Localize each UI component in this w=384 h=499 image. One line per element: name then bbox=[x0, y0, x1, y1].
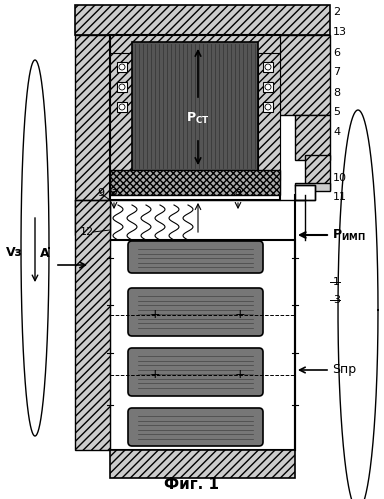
Text: 5: 5 bbox=[333, 107, 340, 117]
Bar bbox=[305, 155, 330, 190]
Text: 13: 13 bbox=[333, 27, 347, 37]
Bar bbox=[110, 170, 280, 195]
Text: 8: 8 bbox=[333, 88, 340, 98]
FancyBboxPatch shape bbox=[128, 408, 263, 446]
Text: 9: 9 bbox=[97, 188, 104, 198]
Text: Фиг. 1: Фиг. 1 bbox=[164, 477, 220, 492]
Bar bbox=[117, 62, 127, 72]
Bar bbox=[295, 115, 330, 160]
Bar bbox=[110, 35, 280, 200]
Text: Vз: Vз bbox=[6, 246, 23, 258]
FancyBboxPatch shape bbox=[128, 241, 263, 273]
Bar bbox=[75, 200, 110, 450]
Bar bbox=[295, 185, 315, 200]
Text: 7: 7 bbox=[333, 67, 340, 77]
Bar bbox=[110, 240, 295, 450]
Text: 3: 3 bbox=[333, 295, 340, 305]
Text: 4: 4 bbox=[333, 127, 340, 137]
Bar bbox=[110, 35, 280, 53]
Text: 6: 6 bbox=[333, 48, 340, 58]
Text: Sпр: Sпр bbox=[332, 363, 356, 377]
Bar bbox=[263, 82, 273, 92]
Bar bbox=[75, 35, 110, 235]
Text: +: + bbox=[235, 308, 245, 321]
Text: $a$: $a$ bbox=[110, 187, 118, 197]
Text: +: + bbox=[150, 308, 160, 321]
Text: $a$: $a$ bbox=[234, 187, 242, 197]
Bar bbox=[263, 62, 273, 72]
Text: +: + bbox=[150, 368, 160, 382]
Text: 2: 2 bbox=[333, 7, 340, 17]
Text: +: + bbox=[235, 368, 245, 382]
Text: A: A bbox=[40, 247, 50, 260]
Bar bbox=[75, 5, 330, 35]
Text: 10: 10 bbox=[333, 173, 347, 183]
FancyBboxPatch shape bbox=[128, 348, 263, 396]
Bar bbox=[258, 40, 280, 180]
Text: $\mathbf{P_{CT}}$: $\mathbf{P_{CT}}$ bbox=[186, 110, 210, 126]
Text: $\mathbf{P_{ИМП}}$: $\mathbf{P_{ИМП}}$ bbox=[332, 228, 366, 243]
Bar bbox=[110, 450, 295, 478]
Bar bbox=[132, 42, 258, 172]
Bar bbox=[275, 35, 330, 115]
Bar bbox=[110, 40, 132, 180]
Bar bbox=[295, 183, 330, 191]
Text: 1: 1 bbox=[333, 277, 340, 287]
Bar bbox=[117, 102, 127, 112]
Text: 11: 11 bbox=[333, 192, 347, 202]
Bar bbox=[117, 82, 127, 92]
Bar bbox=[263, 102, 273, 112]
Text: 12: 12 bbox=[80, 227, 94, 237]
FancyBboxPatch shape bbox=[128, 288, 263, 336]
